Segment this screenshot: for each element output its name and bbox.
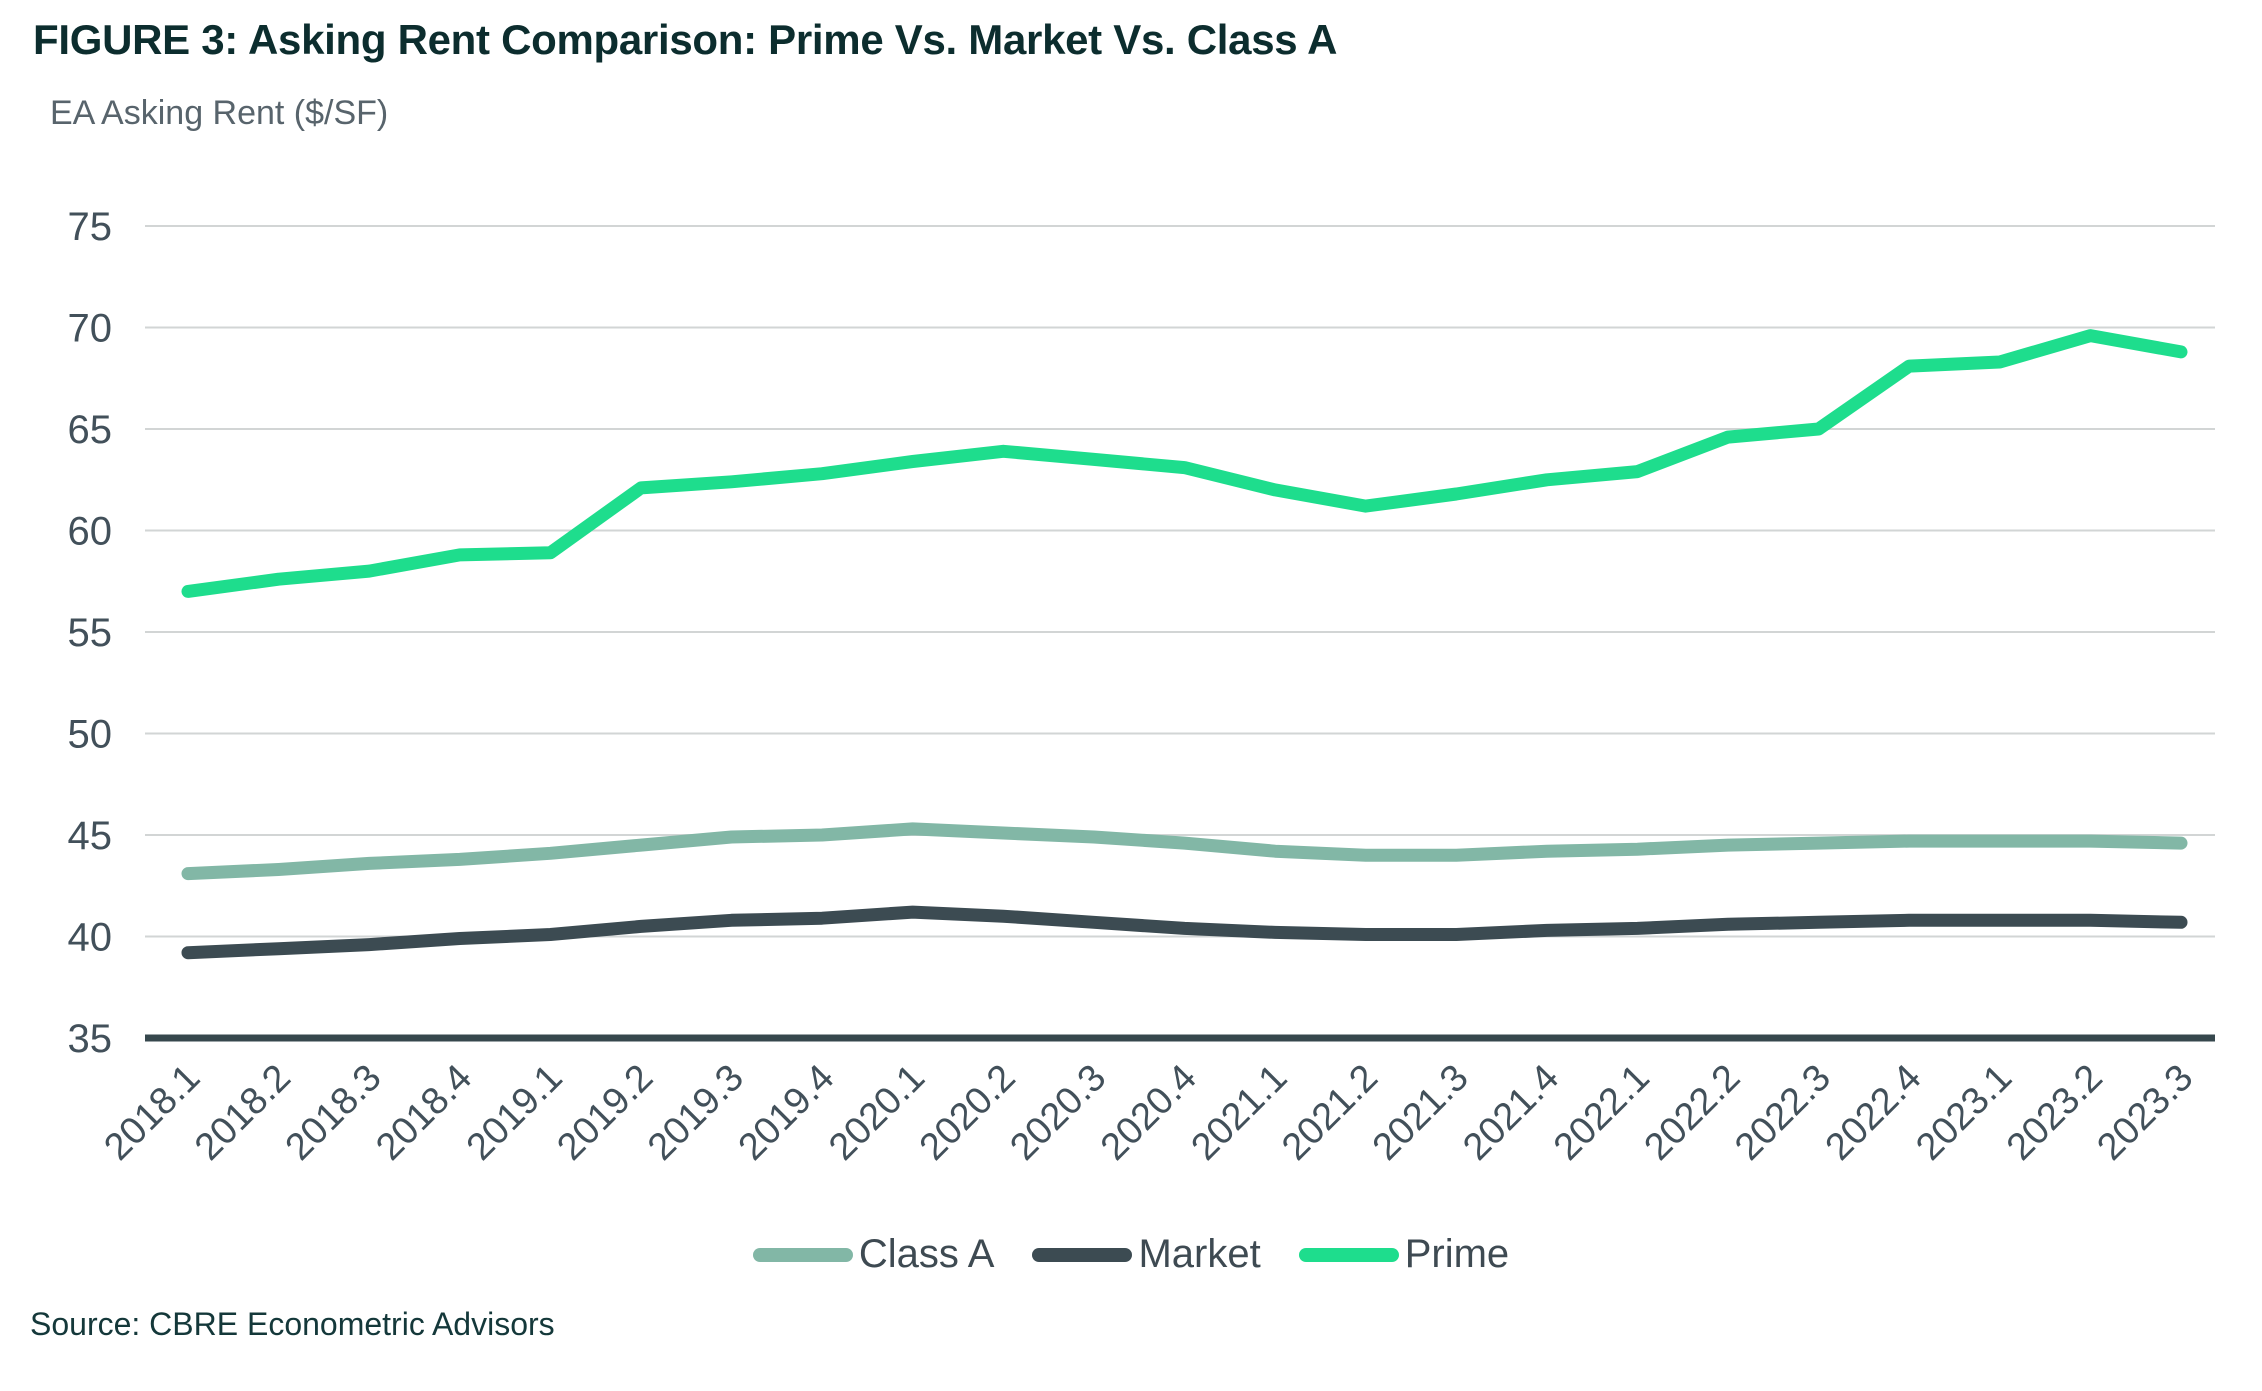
y-tick-label-65: 65 (68, 408, 113, 452)
figure-label: FIGURE 3: (33, 16, 238, 63)
x-tick-label-2022.2: 2022.2 (1637, 1057, 1749, 1169)
figure-title-text: Asking Rent Comparison: Prime Vs. Market… (247, 16, 1338, 63)
x-tick-label-2019.1: 2019.1 (459, 1057, 571, 1169)
series-line-class-a (181, 822, 2188, 881)
x-tick-label-2019.4: 2019.4 (731, 1057, 843, 1169)
gridlines (145, 225, 2215, 938)
legend-swatch-class-a (752, 1247, 853, 1262)
y-tick-label-50: 50 (68, 713, 113, 757)
x-tick-label-2020.4: 2020.4 (1093, 1057, 1205, 1169)
series-line-market (181, 905, 2188, 960)
x-tick-label-2018.3: 2018.3 (278, 1057, 390, 1169)
y-tick-label-45: 45 (68, 814, 113, 858)
x-tick-label-2020.1: 2020.1 (821, 1057, 933, 1169)
x-tick-label-2018.1: 2018.1 (96, 1057, 208, 1169)
x-tick-label-2023.2: 2023.2 (1999, 1057, 2111, 1169)
x-tick-label-2021.3: 2021.3 (1365, 1057, 1477, 1169)
y-tick-label-40: 40 (68, 916, 113, 960)
x-tick-label-2022.1: 2022.1 (1546, 1057, 1658, 1169)
x-axis-tick-labels: 2018.12018.22018.32018.42019.12019.22019… (96, 1057, 2201, 1169)
x-tick-label-2019.3: 2019.3 (640, 1057, 752, 1169)
legend-label-market: Market (1138, 1232, 1261, 1276)
legend-item-prime: Prime (1298, 1232, 1510, 1277)
x-tick-label-2022.3: 2022.3 (1727, 1057, 1839, 1169)
source-note: Source: CBRE Econometric Advisors (30, 1306, 555, 1342)
x-tick-label-2020.3: 2020.3 (1002, 1057, 1114, 1169)
legend-swatch-market (1032, 1247, 1133, 1262)
x-tick-label-2021.2: 2021.2 (1274, 1057, 1386, 1169)
x-tick-label-2022.4: 2022.4 (1818, 1057, 1930, 1169)
x-tick-label-2021.4: 2021.4 (1455, 1057, 1567, 1169)
x-tick-label-2021.1: 2021.1 (1184, 1057, 1296, 1169)
y-axis-tick-labels: 35 40 45 50 55 60 65 70 75 (68, 205, 113, 1061)
legend-label-prime: Prime (1404, 1232, 1510, 1276)
y-tick-label-60: 60 (68, 510, 113, 554)
x-tick-label-2018.4: 2018.4 (368, 1057, 480, 1169)
x-tick-label-2018.2: 2018.2 (187, 1057, 299, 1169)
y-tick-label-55: 55 (68, 611, 113, 655)
legend-item-class-a: Class A (752, 1232, 995, 1277)
y-tick-label-35: 35 (68, 1017, 113, 1061)
x-tick-label-2020.2: 2020.2 (912, 1057, 1024, 1169)
y-axis-unit-label: EA Asking Rent ($/SF) (50, 94, 389, 132)
x-tick-label-2023.3: 2023.3 (2089, 1057, 2201, 1169)
x-tick-label-2023.1: 2023.1 (1908, 1057, 2020, 1169)
y-tick-label-75: 75 (68, 205, 113, 249)
figure-title: FIGURE 3: Asking Rent Comparison: Prime V… (33, 16, 1337, 64)
legend-label-class-a: Class A (858, 1232, 995, 1276)
legend-item-market: Market (1032, 1232, 1261, 1277)
y-tick-label-70: 70 (68, 307, 113, 351)
series-line-prime (181, 329, 2188, 598)
chart-legend: Class A Market Prime (0, 1232, 2262, 1277)
legend-swatch-prime (1298, 1247, 1399, 1262)
x-tick-label-2019.2: 2019.2 (549, 1057, 661, 1169)
